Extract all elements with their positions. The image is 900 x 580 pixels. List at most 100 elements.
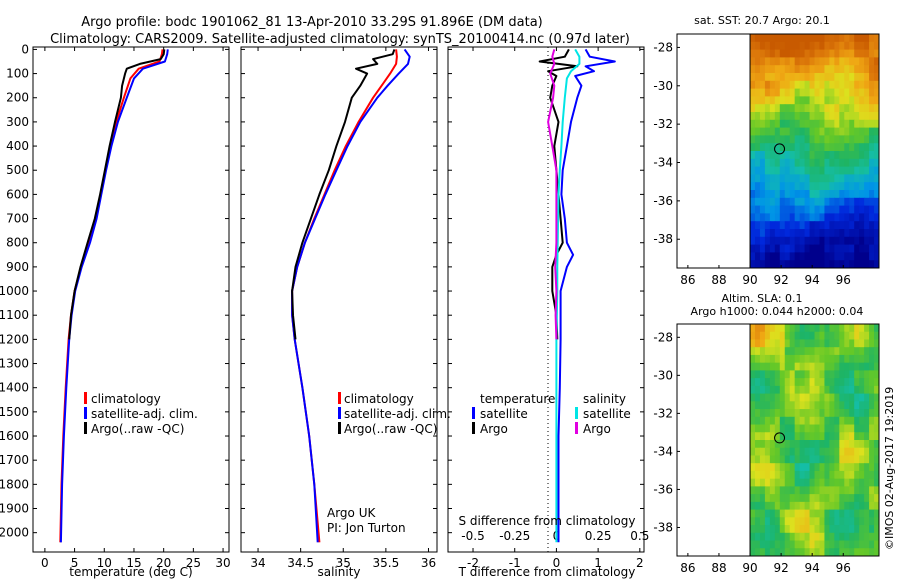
heatmap-cell (774, 455, 781, 464)
s-tick-label: 0.5 (630, 529, 649, 543)
heatmap-cell (869, 104, 875, 113)
heatmap-cell (774, 112, 781, 121)
heatmap-cell (779, 252, 786, 261)
heatmap-cell (854, 501, 860, 511)
heatmap-cell (869, 455, 875, 464)
series-line-1 (291, 48, 411, 543)
heatmap-cell (864, 73, 870, 82)
heatmap-cell (864, 158, 870, 168)
heatmap-cell (819, 158, 826, 168)
sla-map-title-line1: Altim. SLA: 0.1 (721, 292, 802, 305)
heatmap-cell (859, 424, 865, 433)
heatmap-cell (759, 409, 766, 418)
heatmap-cell (849, 143, 855, 152)
heatmap-cell (869, 229, 875, 238)
heatmap-cell (839, 119, 845, 129)
heatmap-cell (849, 190, 855, 199)
heatmap-cell (844, 409, 850, 418)
heatmap-cell (829, 73, 835, 82)
figure-title-line2: Climatology: CARS2009. Satellite-adjuste… (50, 32, 630, 47)
heatmap-cell (774, 463, 781, 472)
heatmap-cell (839, 104, 845, 113)
heatmap-cell (804, 455, 811, 464)
heatmap-cell (814, 393, 821, 402)
heatmap-cell (779, 229, 786, 238)
heatmap-cell (784, 96, 791, 105)
heatmap-cell (864, 80, 870, 90)
heatmap-cell (750, 385, 756, 395)
heatmap-cell (769, 229, 776, 238)
heatmap-cell (750, 486, 756, 495)
heatmap-cell (824, 166, 830, 175)
heatmap-cell (750, 548, 756, 556)
heatmap-cell (839, 190, 845, 199)
heatmap-cell (774, 548, 781, 556)
heatmap-cell (824, 432, 830, 441)
heatmap-cell (764, 221, 771, 230)
heatmap-cell (814, 385, 821, 395)
s-tick-label: -0.25 (499, 529, 530, 543)
heatmap-cell (769, 205, 776, 214)
x-tick-label: -1 (509, 556, 521, 570)
heatmap-cell (834, 73, 840, 82)
sst-map-title: sat. SST: 20.7 Argo: 20.1 (694, 14, 830, 27)
heatmap-cell (769, 73, 776, 82)
heatmap-cell (799, 166, 806, 175)
heatmap-cell (804, 244, 811, 253)
heatmap-cell (804, 362, 811, 371)
y-tick-label: 1300 (0, 357, 29, 371)
heatmap-cell (814, 455, 821, 464)
heatmap-cell (804, 424, 811, 433)
heatmap-cell (804, 252, 811, 261)
heatmap-cell (834, 197, 840, 207)
heatmap-cell (759, 260, 766, 268)
heatmap-cell (834, 401, 840, 410)
heatmap-cell (839, 517, 845, 526)
heatmap-cell (794, 143, 801, 152)
legend-swatch-argo (338, 422, 341, 434)
heatmap-cell (849, 409, 855, 418)
heatmap-cell (789, 347, 796, 356)
heatmap-cell (764, 135, 771, 144)
heatmap-cell (814, 213, 821, 222)
heatmap-cell (794, 470, 801, 480)
heatmap-cell (809, 190, 816, 199)
heatmap-cell (864, 494, 870, 503)
heatmap-cell (829, 174, 835, 183)
sst-map-frame (676, 33, 880, 269)
heatmap-cell (839, 478, 845, 487)
heatmap-cell (819, 221, 826, 230)
heatmap-cell (789, 112, 796, 121)
heatmap-cell (839, 57, 845, 66)
heatmap-cell (754, 166, 761, 175)
heatmap-cell (839, 501, 845, 511)
heatmap-cell (769, 197, 776, 207)
heatmap-cell (804, 486, 811, 495)
heatmap-cell (754, 455, 761, 464)
heatmap-cell (769, 57, 776, 66)
series-line-1 (59, 49, 169, 543)
heatmap-cell (824, 49, 830, 58)
heatmap-cell (824, 416, 830, 426)
heatmap-cell (784, 432, 791, 441)
heatmap-cell (864, 378, 870, 387)
heatmap-cell (824, 486, 830, 495)
heatmap-cell (814, 260, 821, 268)
heatmap-cell (764, 378, 771, 387)
heatmap-cell (859, 213, 865, 222)
heatmap-cell (814, 158, 821, 168)
heatmap-cell (809, 494, 816, 503)
heatmap-cell (789, 104, 796, 113)
heatmap-cell (789, 401, 796, 410)
heatmap-cell (819, 486, 826, 495)
heatmap-cell (859, 331, 865, 341)
heatmap-cell (874, 135, 879, 144)
heatmap-cell (844, 331, 850, 341)
heatmap-cell (834, 486, 840, 495)
heatmap-cell (844, 540, 850, 549)
heatmap-cell (814, 409, 821, 418)
heatmap-cell (824, 158, 830, 168)
heatmap-cell (774, 143, 781, 152)
heatmap-cell (779, 127, 786, 136)
heatmap-cell (824, 501, 830, 511)
